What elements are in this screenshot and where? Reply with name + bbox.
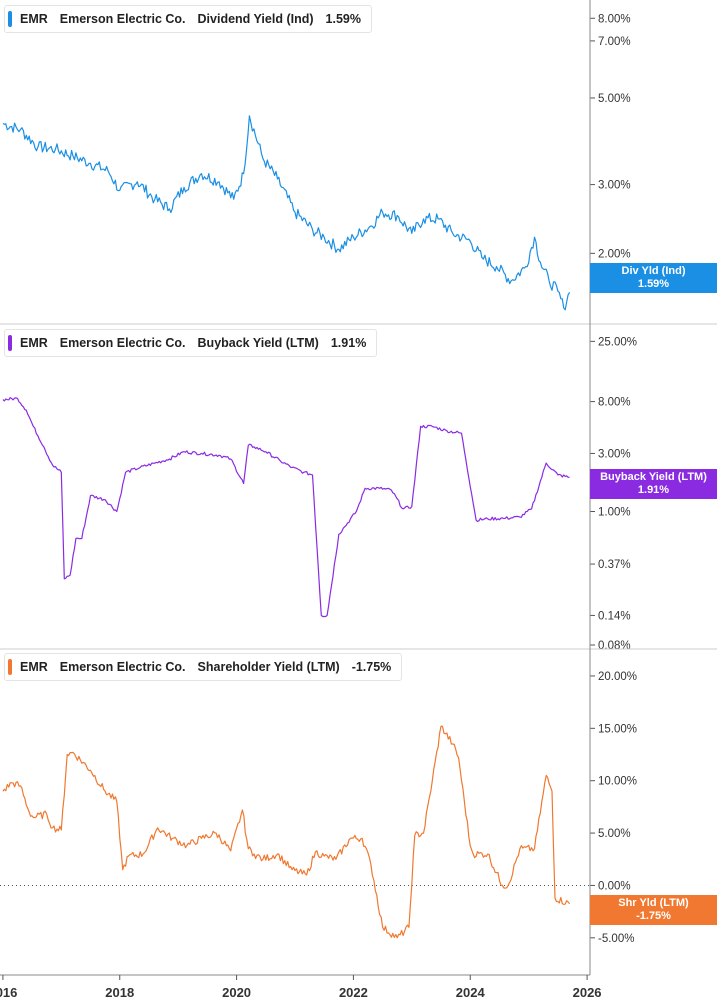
dividend-yield-ytick-label: 2.00% <box>598 248 631 260</box>
dividend-yield-ytick-label: 3.00% <box>598 180 631 192</box>
buyback-yield-ytick-label: 3.00% <box>598 448 631 460</box>
dividend-yield-ytick-label: 5.00% <box>598 93 631 105</box>
shareholder-company: Emerson Electric Co. <box>59 660 186 674</box>
buyback-yield-ytick-label: 0.14% <box>598 610 631 622</box>
x-tick-label: 2024 <box>456 985 486 1000</box>
buyback-yield-panel: 25.00% 8.00% 3.00% 1.00% 0.37% 0.14% 0.08% <box>0 323 717 652</box>
buyback-yield-series-line <box>2 397 570 618</box>
shareholder-yield-series-line <box>2 725 571 939</box>
dividend-yield-ytick-label: 8.00% <box>598 13 631 25</box>
x-tick-label: 2018 <box>105 985 134 1000</box>
buyback-latest-value: 1.91% <box>330 336 367 350</box>
dividend-latest-value: 1.59% <box>325 12 361 26</box>
buyback-company: Emerson Electric Co. <box>59 336 186 350</box>
dividend-yield-ytick-label: 7.00% <box>598 36 631 48</box>
buyback-yield-ytick-label: 1.00% <box>598 507 631 519</box>
shareholder-metric: Shareholder Yield (LTM) <box>197 660 340 674</box>
dividend-yield-color-swatch <box>8 11 12 27</box>
buyback-yield-ytick-label: 8.00% <box>598 397 631 409</box>
shareholder-yield-color-swatch <box>8 659 12 675</box>
shareholder-yield-ytick-label: 0.00% <box>598 880 631 892</box>
dividend-yield-value-tag: Div Yld (Ind) 1.59% <box>590 263 717 293</box>
dividend-ticker: EMR <box>20 12 48 26</box>
dividend-metric: Dividend Yield (Ind) <box>197 12 314 26</box>
buyback-tag-value: 1.91% <box>637 484 670 496</box>
shareholder-yield-ytick-label: -5.00% <box>598 933 634 945</box>
shareholder-yield-ytick-label: 5.00% <box>598 828 631 840</box>
shareholder-yield-panel: 20.00% 15.00% 10.00% 5.00% 0.00% -5.00% <box>0 648 717 945</box>
shareholder-tag-label: Shr Yld (LTM) <box>618 897 689 909</box>
shareholder-tag-value: -1.75% <box>636 910 671 922</box>
shareholder-yield-ytick-label: 15.00% <box>598 723 637 735</box>
buyback-yield-value-tag: Buyback Yield (LTM) 1.91% <box>590 469 717 499</box>
dividend-company: Emerson Electric Co. <box>59 12 186 26</box>
legend-buyback-yield: EMR Emerson Electric Co. Buyback Yield (… <box>4 329 378 357</box>
buyback-yield-ytick-label: 25.00% <box>598 336 637 348</box>
x-tick-label: 2020 <box>222 985 251 1000</box>
shareholder-yield-ytick-label: 20.00% <box>598 671 637 683</box>
dividend-tag-value: 1.59% <box>637 278 670 290</box>
buyback-tag-label: Buyback Yield (LTM) <box>600 471 707 483</box>
legend-dividend-yield: EMR Emerson Electric Co. Dividend Yield … <box>4 5 372 33</box>
buyback-ticker: EMR <box>20 336 48 350</box>
buyback-yield-color-swatch <box>8 335 12 351</box>
x-tick-label: 2016 <box>0 985 17 1000</box>
buyback-yield-ytick-label: 0.08% <box>598 640 631 652</box>
shareholder-ticker: EMR <box>20 660 48 674</box>
panels-layer: 8.00% 7.00% 5.00% 3.00% 2.00% 25.00% 8.00% 3.00… <box>0 13 717 945</box>
buyback-metric: Buyback Yield (LTM) <box>197 336 319 350</box>
dividend-tag-label: Div Yld (Ind) <box>621 265 686 277</box>
shareholder-yield-value-tag: Shr Yld (LTM) -1.75% <box>590 895 717 925</box>
x-tick-label: 2022 <box>339 985 368 1000</box>
shareholder-latest-value: -1.75% <box>351 660 392 674</box>
x-tick-label: 2026 <box>573 985 602 1000</box>
legend-shareholder-yield: EMR Emerson Electric Co. Shareholder Yie… <box>4 653 403 681</box>
buyback-yield-ytick-label: 0.37% <box>598 559 631 571</box>
shareholder-yield-ytick-label: 10.00% <box>598 776 637 788</box>
dividend-yield-series-line <box>2 115 571 311</box>
dividend-yield-panel: 8.00% 7.00% 5.00% 3.00% 2.00% <box>2 13 631 311</box>
